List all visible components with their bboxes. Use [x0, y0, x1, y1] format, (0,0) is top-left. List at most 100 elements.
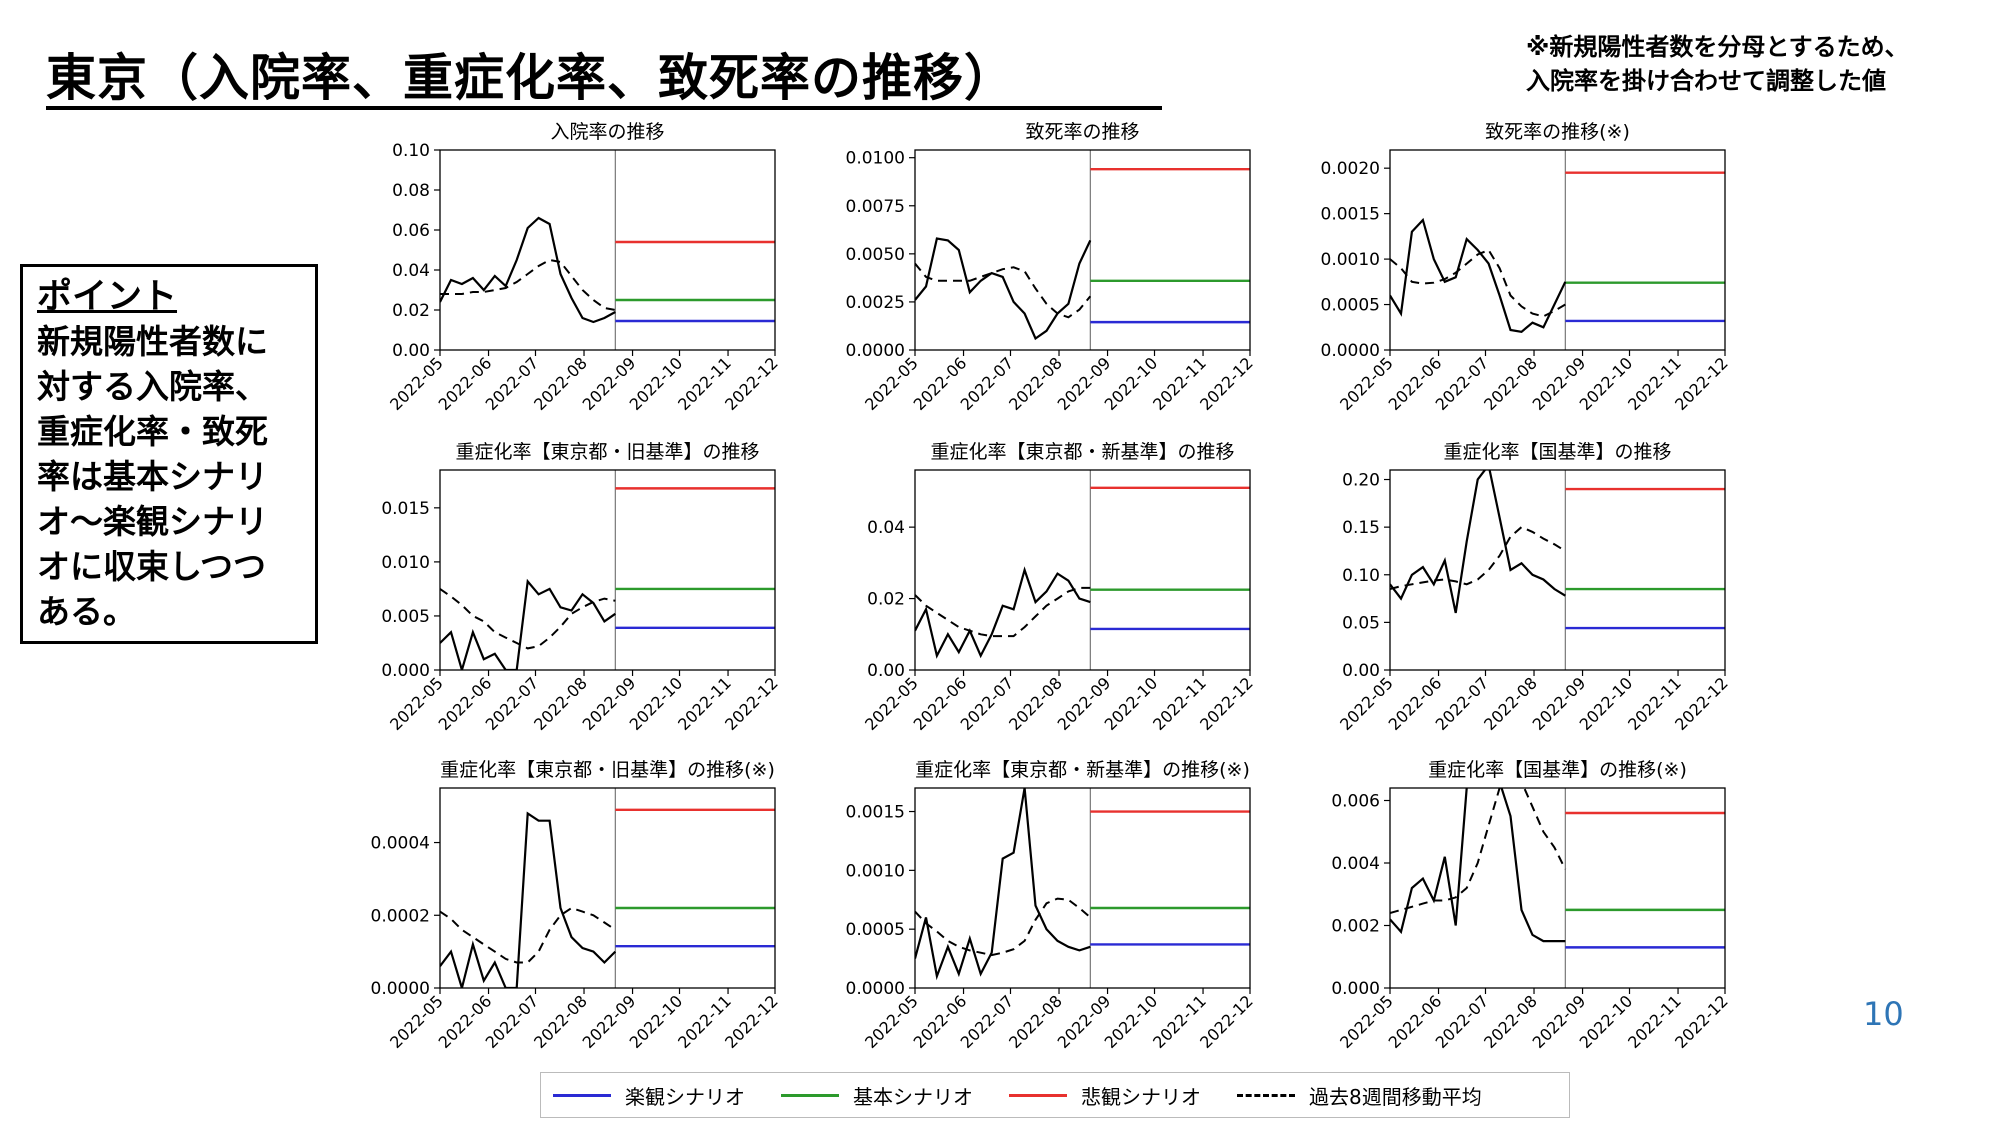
y-tick-label: 0.0005	[846, 920, 905, 940]
plot-frame	[1389, 149, 1726, 351]
y-tick-label: 0.004	[1331, 854, 1380, 874]
key-point-line: オに収束しつつ	[37, 547, 267, 586]
chart-title: 致死率の推移(※)	[1485, 121, 1630, 143]
key-point-line: 対する入院率、	[37, 367, 268, 406]
actual-line	[440, 578, 616, 670]
note-line-2: 入院率を掛け合わせて調整した値	[1526, 67, 1886, 95]
y-tick-label: 0.02	[392, 301, 430, 321]
chart-panel: 重症化率【東京都・旧基準】の推移0.0000.0050.0100.0152022…	[381, 441, 782, 734]
actual-line	[1390, 217, 1567, 333]
y-tick-label: 0.0020	[1321, 159, 1380, 179]
moving-average-line	[440, 906, 616, 964]
chart-title: 重症化率【国基準】の推移(※)	[1428, 759, 1687, 781]
y-tick-label: 0.0100	[846, 149, 905, 169]
chart-panel: 重症化率【東京都・新基準】の推移(※) 0.0000 0.0005 0.0010 0.0…	[846, 759, 1257, 1052]
legend-line-moving-average	[1237, 1093, 1295, 1097]
actual-line	[440, 811, 617, 988]
key-point-line: 新規陽性者数に	[37, 322, 268, 361]
moving-average-line	[1390, 788, 1567, 914]
key-point-line: オ〜楽観シナリ	[37, 502, 268, 541]
y-tick-label: 0.00	[392, 341, 430, 361]
chart-title: 重症化率【東京都・旧基準】の推移	[455, 441, 759, 463]
moving-average-line	[915, 262, 1092, 319]
legend-label: 悲観シナリオ	[1081, 1084, 1201, 1109]
actual-line	[1390, 470, 1566, 614]
moving-average-line	[440, 588, 616, 650]
y-tick-label: 0.006	[1331, 792, 1380, 812]
chart-title: 致死率の推移	[1025, 121, 1139, 143]
chart-title: 重症化率【東京都・新基準】の推移(※)	[915, 759, 1250, 781]
moving-average-line	[1390, 525, 1566, 590]
note-text: ※新規陽性者数を分母とするため、 入院率を掛け合わせて調整した値	[1526, 30, 1909, 98]
legend-line-base	[781, 1093, 839, 1097]
actual-line	[915, 237, 1092, 341]
y-tick-label: 0.015	[381, 499, 430, 519]
y-tick-label: 0.02	[867, 590, 905, 610]
legend-item-moving-average: 過去8週間移動平均	[1237, 1081, 1482, 1110]
y-tick-label: 0.0075	[846, 197, 905, 217]
chart-panel: 致死率の推移0.00000.00250.00500.00750.01002022…	[846, 121, 1257, 414]
y-tick-label: 0.0005	[1321, 296, 1380, 316]
y-tick-label: 0.005	[381, 607, 430, 627]
y-tick-label: 0.0010	[1321, 250, 1380, 270]
y-tick-label: 0.0000	[371, 979, 430, 999]
actual-line	[915, 566, 1091, 659]
plot-frame	[439, 787, 776, 989]
chart-title: 重症化率【国基準】の推移	[1443, 441, 1671, 463]
y-tick-label: 0.0015	[846, 803, 905, 823]
chart-panel: 重症化率【国基準】の推移0.000.050.100.150.202022-052…	[1336, 441, 1732, 734]
actual-line	[915, 788, 1091, 981]
plot-frame	[439, 469, 776, 671]
key-point-line: 重症化率・致死	[37, 412, 268, 451]
actual-line	[440, 216, 616, 324]
legend: 楽観シナリオ 基本シナリオ 悲観シナリオ 過去8週間移動平均	[540, 1072, 1570, 1118]
chart-title: 入院率の推移	[550, 121, 664, 143]
legend-line-optimistic	[553, 1093, 611, 1097]
chart-panel: 重症化率【東京都・旧基準】の推移(※)0.00000.00020.0004202…	[371, 759, 782, 1052]
moving-average-line	[440, 258, 616, 311]
key-point-box: ポイント 新規陽性者数に 対する入院率、 重症化率・致死 率は基本シナリ オ〜楽…	[20, 264, 318, 644]
legend-line-pessimistic	[1009, 1093, 1067, 1097]
note-line-1: ※新規陽性者数を分母とするため、	[1526, 33, 1909, 61]
key-point-line: 率は基本シナリ	[37, 457, 268, 496]
plot-frame	[1389, 469, 1726, 671]
chart-panel: 入院率の推移0.000.020.040.060.080.102022-05202…	[386, 121, 782, 414]
legend-item-pessimistic: 悲観シナリオ	[1009, 1081, 1201, 1110]
y-tick-label: 0.05	[1342, 613, 1380, 633]
chart-panel: 重症化率【国基準】の推移(※)0.0000.0020.0040.0062022-…	[1331, 759, 1732, 1052]
y-tick-label: 0.0000	[846, 341, 905, 361]
page-number: 10	[1863, 995, 1904, 1033]
plot-frame	[914, 149, 1251, 351]
actual-line	[1390, 788, 1566, 943]
legend-label: 過去8週間移動平均	[1309, 1084, 1482, 1109]
y-tick-label: 0.0000	[846, 979, 905, 999]
y-tick-label: 0.06	[392, 221, 430, 241]
y-tick-label: 0.010	[381, 553, 430, 573]
y-tick-label: 0.00	[1342, 661, 1380, 681]
y-tick-label: 0.10	[1342, 566, 1380, 586]
y-tick-label: 0.08	[392, 181, 430, 201]
moving-average-line	[915, 897, 1091, 957]
legend-label: 基本シナリオ	[853, 1084, 973, 1109]
key-point-line: ある。	[37, 592, 136, 631]
moving-average-line	[1390, 248, 1566, 318]
chart-panel: 致死率の推移(※)0.00000.00050.00100.00150.00202…	[1321, 121, 1732, 414]
plot-frame	[439, 149, 776, 351]
y-tick-label: 0.0025	[846, 293, 905, 313]
y-tick-label: 0.002	[1331, 917, 1380, 937]
y-tick-label: 0.20	[1342, 471, 1380, 491]
y-tick-label: 0.10	[392, 141, 430, 161]
key-point-heading: ポイント	[37, 277, 178, 317]
y-tick-label: 0.0004	[371, 834, 430, 854]
plot-frame	[1389, 787, 1726, 989]
page-title: 東京（入院率、重症化率、致死率の推移）	[46, 49, 1015, 107]
y-tick-label: 0.0010	[846, 861, 905, 881]
y-tick-label: 0.0000	[1321, 341, 1380, 361]
y-tick-label: 0.000	[1331, 979, 1380, 999]
chart-panel: 重症化率【東京都・新基準】の推移0.000.020.042022-052022-…	[861, 441, 1257, 734]
key-point-body: 新規陽性者数に 対する入院率、 重症化率・致死 率は基本シナリ オ〜楽観シナリ …	[37, 319, 301, 634]
plot-frame	[914, 787, 1251, 989]
plot-frame	[914, 469, 1251, 671]
y-tick-label: 0.04	[392, 261, 430, 281]
